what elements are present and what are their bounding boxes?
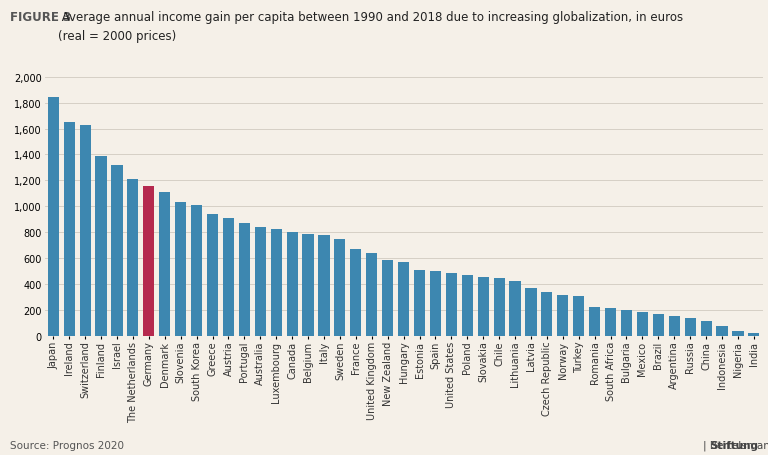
Bar — [191, 205, 202, 337]
Bar — [127, 180, 138, 337]
Bar — [207, 215, 218, 337]
Bar — [159, 192, 170, 337]
Text: FIGURE 3: FIGURE 3 — [10, 11, 71, 25]
Bar — [270, 229, 282, 337]
Bar — [175, 202, 187, 337]
Text: Average annual income gain per capita between 1990 and 2018 due to increasing gl: Average annual income gain per capita be… — [58, 11, 683, 25]
Bar — [684, 318, 696, 337]
Bar — [144, 186, 154, 337]
Bar — [286, 233, 298, 337]
Bar — [445, 273, 457, 337]
Bar — [350, 250, 362, 337]
Bar — [334, 239, 346, 337]
Text: | Bertelsmann: | Bertelsmann — [703, 439, 768, 450]
Bar — [700, 321, 712, 337]
Bar — [366, 253, 377, 337]
Bar — [462, 276, 473, 337]
Bar — [509, 281, 521, 337]
Bar — [573, 296, 584, 337]
Bar — [414, 271, 425, 337]
Bar — [669, 316, 680, 337]
Bar — [733, 332, 743, 337]
Bar — [111, 166, 123, 337]
Bar — [255, 227, 266, 337]
Bar — [430, 271, 441, 337]
Bar — [558, 295, 568, 337]
Bar — [621, 311, 632, 337]
Bar — [319, 236, 329, 337]
Bar — [525, 288, 537, 337]
Bar — [382, 260, 393, 337]
Text: Source: Prognos 2020: Source: Prognos 2020 — [10, 440, 124, 450]
Bar — [303, 235, 313, 337]
Bar — [239, 224, 250, 337]
Bar — [80, 125, 91, 337]
Bar — [541, 293, 552, 337]
Bar — [589, 307, 601, 337]
Bar — [637, 312, 648, 337]
Bar — [605, 309, 616, 337]
Text: Stiftung: Stiftung — [710, 440, 758, 450]
Bar — [717, 326, 727, 337]
Bar — [398, 263, 409, 337]
Bar — [478, 278, 488, 337]
Bar — [223, 218, 234, 337]
Bar — [748, 333, 760, 337]
Bar — [494, 278, 505, 337]
Bar — [64, 123, 74, 337]
Bar — [95, 157, 107, 337]
Bar — [48, 98, 59, 337]
Bar — [653, 314, 664, 337]
Text: (real = 2000 prices): (real = 2000 prices) — [58, 30, 176, 43]
